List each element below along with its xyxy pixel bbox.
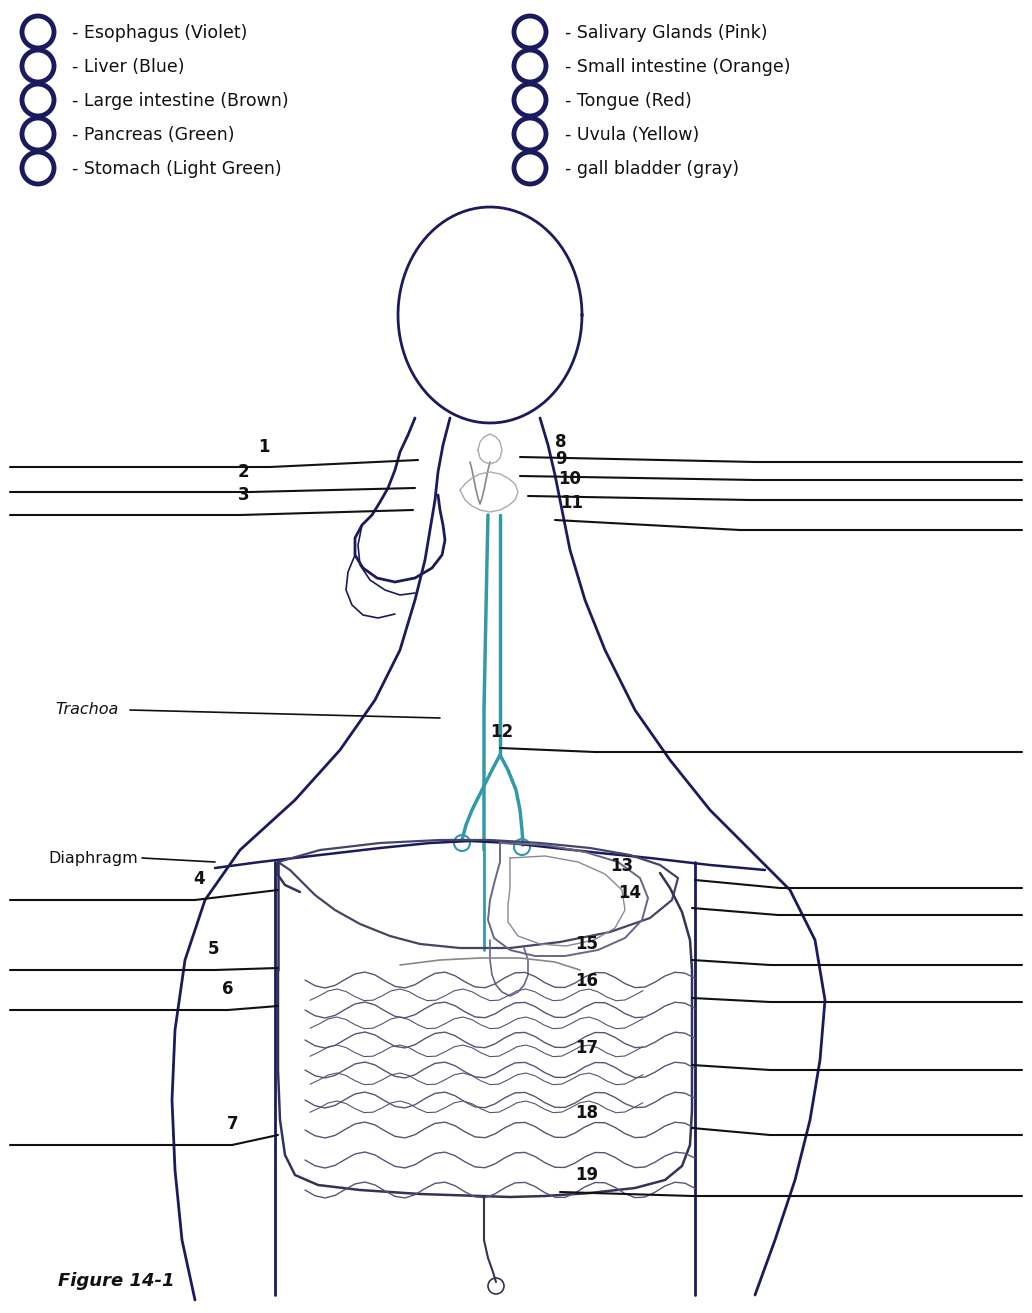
- Text: - Large intestine (Brown): - Large intestine (Brown): [72, 92, 289, 110]
- Text: 9: 9: [555, 450, 567, 467]
- Text: Diaphragm: Diaphragm: [49, 851, 137, 865]
- Text: 5: 5: [208, 940, 220, 958]
- Text: - Uvula (Yellow): - Uvula (Yellow): [565, 126, 700, 144]
- Text: 6: 6: [222, 979, 233, 998]
- Text: 7: 7: [227, 1115, 238, 1133]
- Text: 14: 14: [618, 884, 641, 902]
- Text: - Liver (Blue): - Liver (Blue): [72, 58, 185, 76]
- Text: - Stomach (Light Green): - Stomach (Light Green): [72, 160, 282, 179]
- Text: - Salivary Glands (Pink): - Salivary Glands (Pink): [565, 24, 768, 42]
- Text: 11: 11: [560, 494, 583, 512]
- Text: Trachoa: Trachoa: [55, 702, 119, 717]
- Text: - Pancreas (Green): - Pancreas (Green): [72, 126, 234, 144]
- Text: - Small intestine (Orange): - Small intestine (Orange): [565, 58, 791, 76]
- Text: 17: 17: [575, 1039, 599, 1057]
- Text: 2: 2: [238, 463, 250, 481]
- Text: Figure 14-1: Figure 14-1: [58, 1272, 174, 1289]
- Text: 1: 1: [258, 439, 269, 456]
- Text: - gall bladder (gray): - gall bladder (gray): [565, 160, 739, 179]
- Text: 4: 4: [193, 871, 204, 888]
- Text: 12: 12: [490, 723, 513, 741]
- Text: 3: 3: [238, 486, 250, 504]
- Text: - Tongue (Red): - Tongue (Red): [565, 92, 691, 110]
- Text: 16: 16: [575, 972, 598, 990]
- Text: 8: 8: [555, 433, 567, 450]
- Text: 19: 19: [575, 1166, 599, 1184]
- Text: 13: 13: [610, 857, 633, 874]
- Text: 15: 15: [575, 935, 598, 953]
- Text: 10: 10: [558, 470, 581, 488]
- Text: - Esophagus (Violet): - Esophagus (Violet): [72, 24, 248, 42]
- Text: 18: 18: [575, 1104, 598, 1123]
